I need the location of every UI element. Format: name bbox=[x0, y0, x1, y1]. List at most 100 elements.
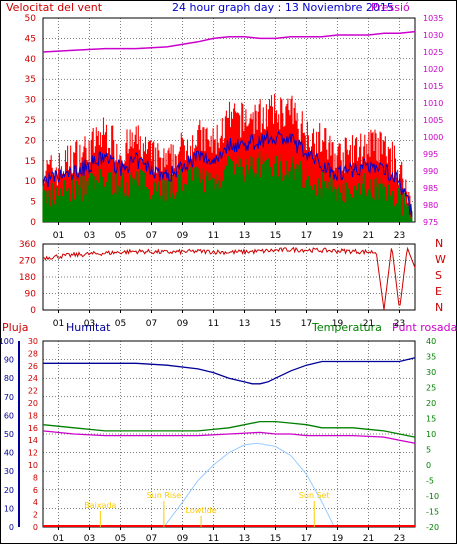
pressure-tick-label: 1035 bbox=[423, 14, 443, 23]
humidity-tick-label: 40 bbox=[4, 449, 14, 458]
pressure-tick-label: 1005 bbox=[423, 116, 443, 125]
x-tick-label: 21 bbox=[363, 319, 374, 329]
wind-low-series bbox=[42, 151, 413, 222]
wind-tick-label: 15 bbox=[25, 157, 36, 167]
humidity-tick-label: 70 bbox=[4, 393, 14, 402]
rain-tick-label: 4 bbox=[33, 498, 38, 507]
x-tick-label: 19 bbox=[332, 231, 344, 241]
rain-tick-label: 14 bbox=[28, 436, 38, 445]
wind-tick-label: 45 bbox=[25, 34, 36, 44]
pressure-tick-label: 1015 bbox=[423, 82, 443, 91]
compass-label: W bbox=[435, 253, 446, 266]
pressure-series bbox=[42, 30, 416, 53]
wind-tick-label: 30 bbox=[25, 96, 37, 106]
rain-tick-label: 16 bbox=[28, 424, 38, 433]
pressure-tick-label: 1030 bbox=[423, 31, 443, 40]
series-layer bbox=[42, 30, 416, 528]
pressure-tick-label: 1020 bbox=[423, 65, 443, 74]
event-label: Sun Set bbox=[299, 491, 330, 500]
humidity-tick-label: 30 bbox=[4, 467, 14, 476]
x-tick-label: 23 bbox=[394, 534, 405, 544]
x-tick-label: 07 bbox=[146, 231, 157, 241]
dewpoint-series bbox=[42, 430, 416, 444]
direction-plot-area bbox=[42, 243, 416, 311]
rain-tick-label: 24 bbox=[28, 374, 38, 383]
x-tick-label: 11 bbox=[208, 534, 219, 544]
direction-series bbox=[42, 246, 416, 311]
humidity-series bbox=[43, 357, 416, 385]
pressure-tick-label: 985 bbox=[423, 184, 438, 193]
wind-tick-label: 40 bbox=[25, 55, 37, 65]
x-tick-label: 15 bbox=[270, 231, 281, 241]
x-tick-label: 23 bbox=[394, 319, 405, 329]
wind-tick-label: 10 bbox=[25, 177, 37, 187]
x-tick-label: 05 bbox=[115, 534, 126, 544]
humidity-tick-label: 0 bbox=[9, 523, 14, 532]
pressure-tick-label: 995 bbox=[423, 150, 438, 159]
temperature-tick-label: -10 bbox=[426, 492, 439, 501]
direction-tick-label: 180 bbox=[19, 273, 36, 283]
sun-elevation-series bbox=[163, 442, 335, 528]
pressure-tick-label: 1000 bbox=[423, 133, 443, 142]
x-tick-label: 11 bbox=[208, 231, 219, 241]
x-tick-label: 13 bbox=[239, 319, 250, 329]
direction-tick-label: 360 bbox=[19, 240, 36, 250]
pressure-tick-label: 990 bbox=[423, 167, 438, 176]
x-tick-label: 15 bbox=[270, 319, 281, 329]
wind-label: Velocitat del vent bbox=[6, 1, 103, 14]
rain-tick-label: 26 bbox=[28, 362, 38, 371]
x-tick-label: 07 bbox=[146, 319, 157, 329]
rain-tick-label: 12 bbox=[28, 449, 38, 458]
x-tick-label: 11 bbox=[208, 319, 219, 329]
rain-tick-label: 10 bbox=[28, 461, 38, 470]
x-tick-label: 13 bbox=[239, 231, 250, 241]
rain-label: Pluja bbox=[2, 321, 28, 334]
x-tick-label: 05 bbox=[115, 231, 126, 241]
x-tick-label: 01 bbox=[53, 319, 64, 329]
humidity-tick-label: 80 bbox=[4, 374, 14, 383]
x-tick-label: 17 bbox=[301, 231, 312, 241]
event-label: Lowtide bbox=[186, 506, 217, 515]
x-tick-label: 19 bbox=[332, 319, 344, 329]
temperature-label: Temperatura bbox=[311, 321, 382, 334]
rain-tick-label: 18 bbox=[28, 411, 38, 420]
temperature-tick-label: 0 bbox=[426, 461, 431, 470]
rain-tick-label: 6 bbox=[33, 486, 38, 495]
temperature-tick-label: 5 bbox=[426, 446, 431, 455]
compass-label: N bbox=[435, 237, 443, 250]
compass-label: N bbox=[435, 301, 443, 314]
rain-tick-label: 20 bbox=[28, 399, 38, 408]
x-tick-label: 09 bbox=[177, 534, 189, 544]
humidity-tick-label: 60 bbox=[4, 411, 14, 420]
humidity-tick-label: 10 bbox=[4, 504, 14, 513]
rain-tick-label: 2 bbox=[33, 511, 38, 520]
direction-tick-label: 0 bbox=[30, 306, 36, 316]
temperature-tick-label: 30 bbox=[426, 368, 436, 377]
wind-avg-series bbox=[42, 130, 413, 217]
wind-tick-label: 5 bbox=[30, 198, 36, 208]
rain-tick-label: 22 bbox=[28, 387, 38, 396]
pressure-tick-label: 1025 bbox=[423, 48, 443, 57]
rain-tick-label: 28 bbox=[28, 349, 38, 358]
x-tick-label: 05 bbox=[115, 319, 126, 329]
x-tick-label: 17 bbox=[301, 534, 312, 544]
x-tick-label: 09 bbox=[177, 319, 189, 329]
wind-tick-label: 0 bbox=[30, 218, 36, 228]
rain-tick-label: 0 bbox=[33, 523, 38, 532]
chart-title: 24 hour graph day : 13 Noviembre 2015 bbox=[172, 1, 394, 14]
temperature-tick-label: 10 bbox=[426, 430, 436, 439]
humidity-tick-label: 100 bbox=[0, 337, 14, 346]
temperature-tick-label: -5 bbox=[426, 477, 434, 486]
temperature-tick-label: 25 bbox=[426, 384, 436, 393]
x-tick-label: 07 bbox=[146, 534, 157, 544]
temperature-tick-label: 15 bbox=[426, 415, 436, 424]
humidity-tick-label: 90 bbox=[4, 356, 14, 365]
x-tick-label: 17 bbox=[301, 319, 312, 329]
x-tick-label: 13 bbox=[239, 534, 250, 544]
compass-label: E bbox=[435, 285, 442, 298]
x-tick-label: 21 bbox=[363, 231, 374, 241]
x-tick-label: 19 bbox=[332, 534, 344, 544]
wind-tick-label: 35 bbox=[25, 75, 36, 85]
